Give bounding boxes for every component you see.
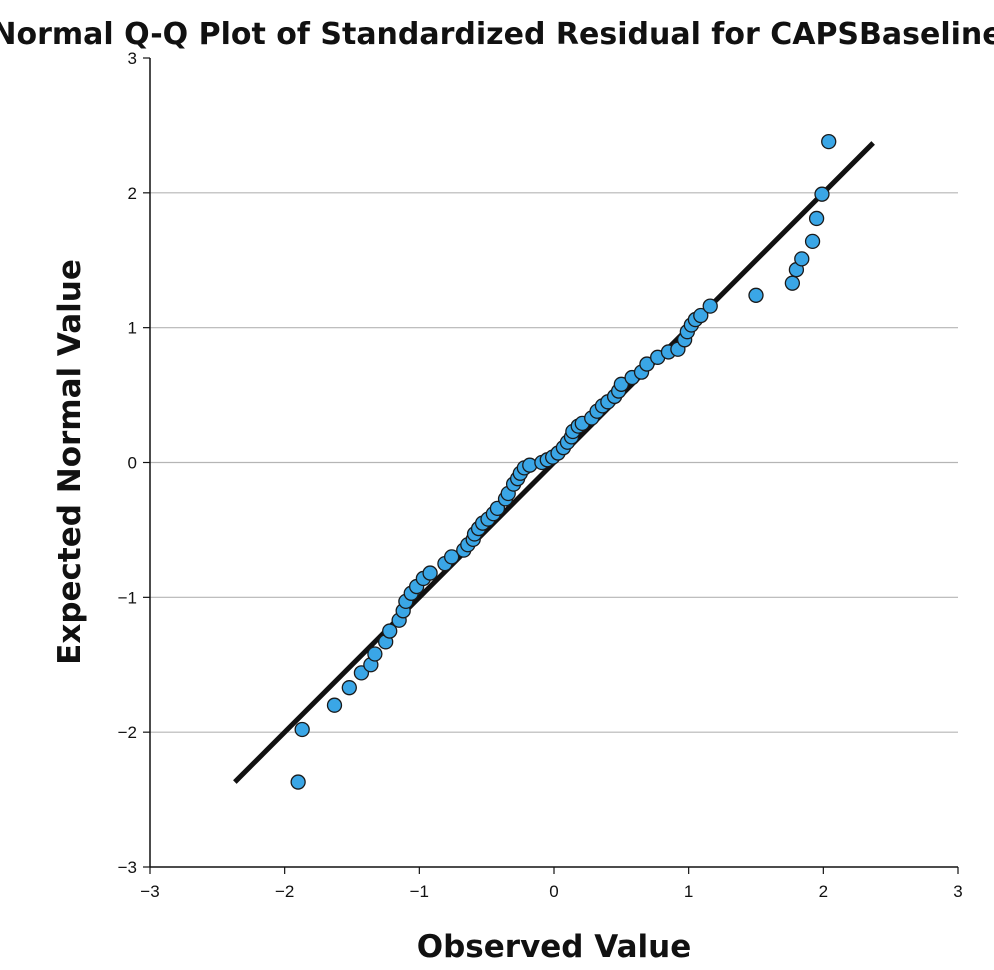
- data-point: [693, 307, 709, 324]
- y-tick-label: −1: [118, 588, 137, 607]
- y-tick-label: −2: [118, 723, 137, 742]
- x-tick-label: −1: [410, 882, 429, 901]
- x-tick-label: 0: [549, 882, 558, 901]
- data-point: [814, 186, 830, 202]
- data-point: [290, 774, 306, 790]
- x-tick-label: 3: [953, 882, 962, 901]
- y-tick-label: 1: [128, 319, 137, 338]
- x-axis-label: Observed Value: [417, 929, 691, 965]
- data-point: [326, 697, 343, 713]
- data-point: [804, 233, 821, 250]
- y-tick-label: 3: [128, 49, 137, 68]
- data-points: [290, 133, 837, 790]
- x-tick-label: −2: [275, 882, 294, 901]
- y-axis-label: Expected Normal Value: [52, 259, 88, 665]
- data-point: [702, 298, 718, 314]
- chart-title: Normal Q-Q Plot of Standardized Residual…: [0, 17, 994, 52]
- x-tick-label: 1: [684, 882, 693, 901]
- x-tick-label: −3: [140, 882, 159, 901]
- y-tick-label: 2: [128, 184, 137, 203]
- data-point: [341, 680, 357, 696]
- data-point: [294, 721, 310, 738]
- data-point: [808, 210, 825, 227]
- data-point: [639, 356, 655, 372]
- data-point: [748, 287, 764, 303]
- y-tick-label: −3: [118, 858, 137, 877]
- x-tick-label: 2: [819, 882, 828, 901]
- data-point: [422, 565, 438, 581]
- data-point: [821, 133, 837, 150]
- data-point: [784, 275, 801, 291]
- data-point: [613, 376, 629, 392]
- data-point: [444, 549, 460, 565]
- data-point: [367, 646, 383, 662]
- data-point: [382, 623, 398, 639]
- y-tick-label: 0: [128, 454, 137, 473]
- x-axis-ticks: −3 −2 −1 0 1 2 3: [140, 867, 963, 901]
- y-axis-ticks: 3 2 1 0 −1 −2 −3: [118, 49, 150, 877]
- data-point: [794, 251, 810, 267]
